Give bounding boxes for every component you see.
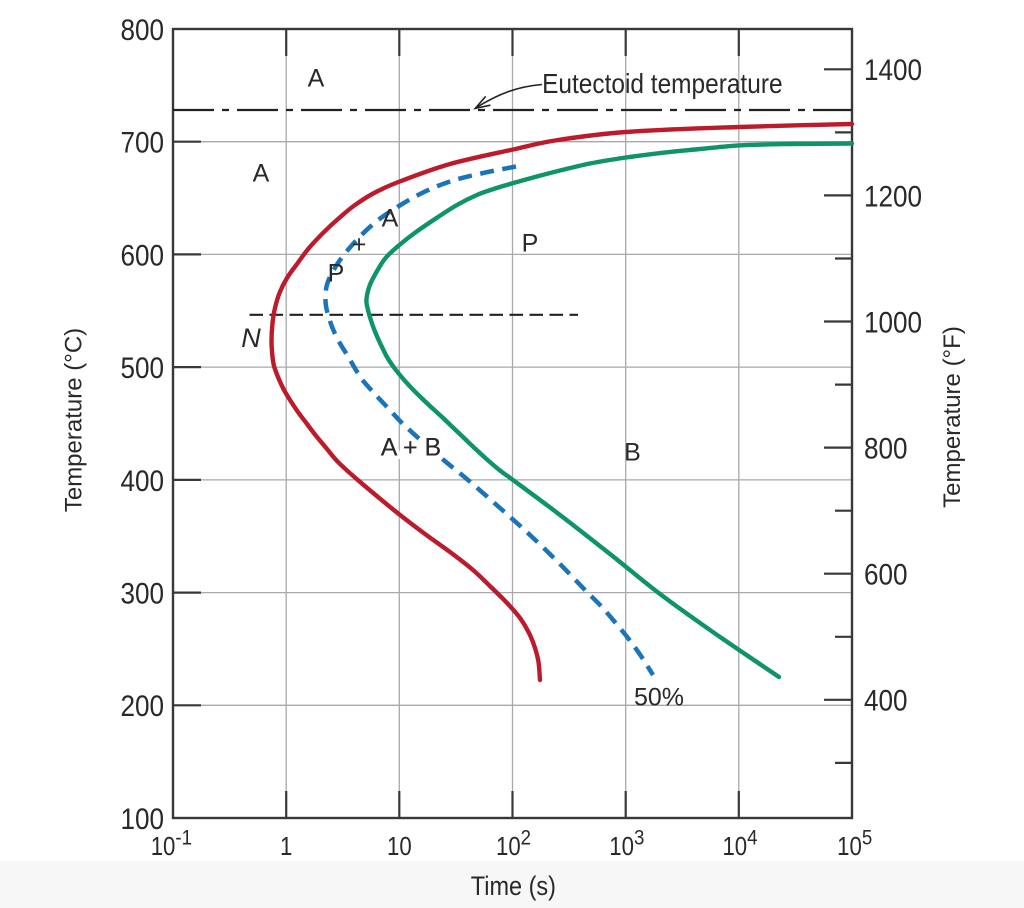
svg-text:1400: 1400 xyxy=(864,54,922,87)
svg-text:A: A xyxy=(382,205,399,233)
svg-text:300: 300 xyxy=(120,577,164,610)
svg-text:B: B xyxy=(624,439,641,467)
svg-text:P: P xyxy=(328,260,345,288)
svg-text:800: 800 xyxy=(864,432,908,465)
svg-text:Temperature (°C): Temperature (°C) xyxy=(61,328,88,512)
svg-text:A + B: A + B xyxy=(381,434,441,462)
svg-text:400: 400 xyxy=(864,684,908,717)
svg-text:600: 600 xyxy=(120,239,164,272)
svg-text:10: 10 xyxy=(387,833,412,862)
svg-text:Time (s): Time (s) xyxy=(471,871,556,901)
svg-text:800: 800 xyxy=(120,13,164,46)
svg-text:200: 200 xyxy=(120,690,164,723)
svg-text:50%: 50% xyxy=(634,684,684,712)
svg-text:1000: 1000 xyxy=(864,306,922,339)
svg-text:Eutectoid temperature: Eutectoid temperature xyxy=(542,67,782,99)
svg-text:P: P xyxy=(522,230,539,258)
svg-text:600: 600 xyxy=(864,558,908,591)
svg-text:+: + xyxy=(352,231,367,259)
svg-text:500: 500 xyxy=(120,351,164,384)
svg-text:1200: 1200 xyxy=(864,180,922,213)
svg-text:A + B: A + B xyxy=(381,434,441,462)
svg-text:1: 1 xyxy=(280,833,292,862)
svg-text:102: 102 xyxy=(496,826,531,861)
svg-text:700: 700 xyxy=(120,126,164,159)
svg-text:100: 100 xyxy=(120,802,164,835)
svg-text:400: 400 xyxy=(120,464,164,497)
svg-text:Temperature (°F): Temperature (°F) xyxy=(939,326,966,508)
svg-text:N: N xyxy=(241,323,261,353)
svg-text:A: A xyxy=(253,160,270,188)
svg-text:A: A xyxy=(308,65,325,93)
